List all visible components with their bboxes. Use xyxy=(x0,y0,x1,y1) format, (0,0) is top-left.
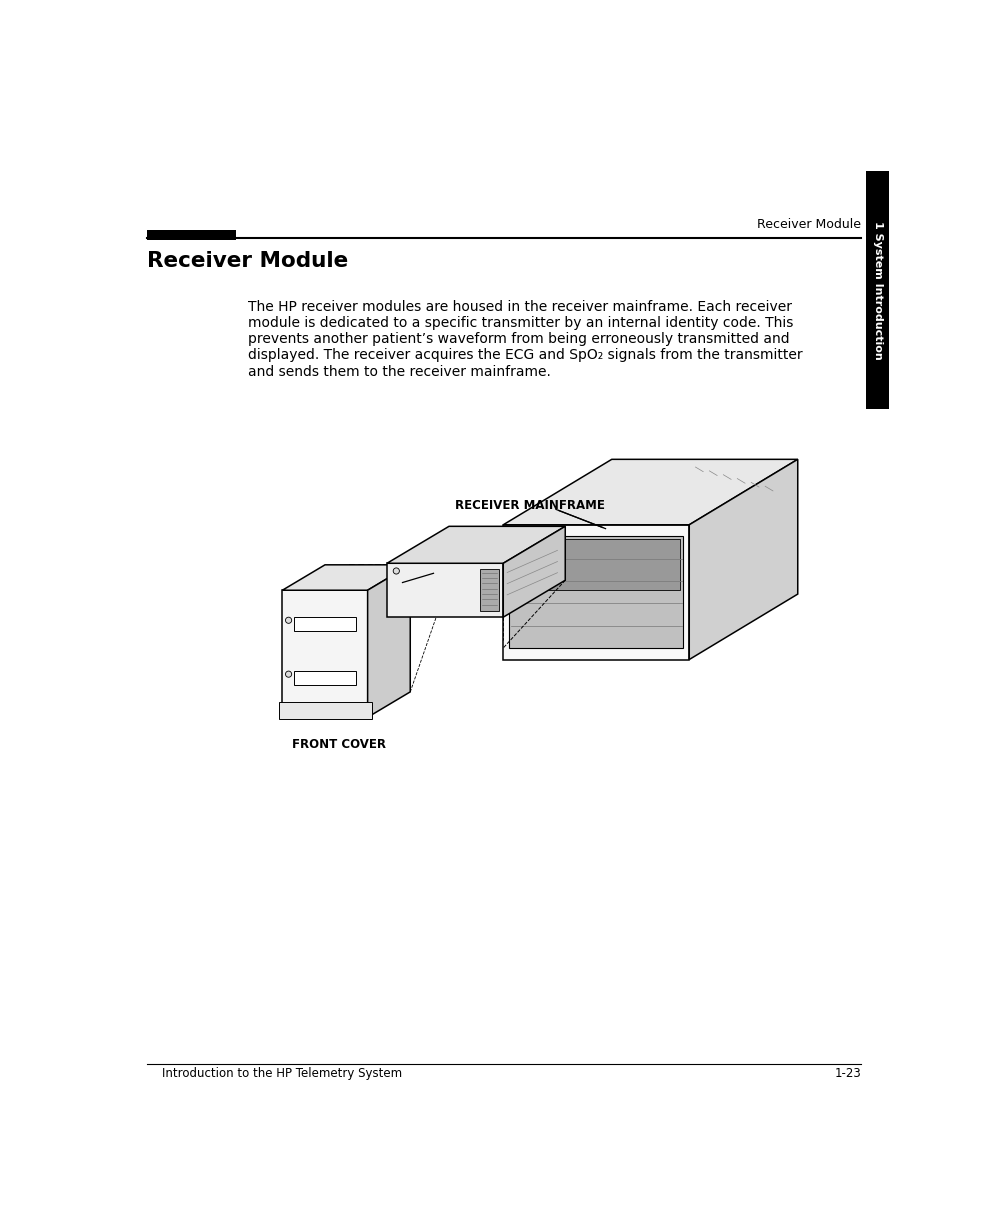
Polygon shape xyxy=(387,526,565,563)
Circle shape xyxy=(286,617,291,623)
Text: Introduction to the HP Telemetry System: Introduction to the HP Telemetry System xyxy=(162,1067,402,1079)
Bar xyxy=(480,569,499,611)
Bar xyxy=(279,702,371,719)
Polygon shape xyxy=(283,590,368,718)
Polygon shape xyxy=(690,460,797,660)
Polygon shape xyxy=(387,563,503,617)
Text: RECEIVER MODULE: RECEIVER MODULE xyxy=(348,563,473,576)
Text: module is dedicated to a specific transmitter by an internal identity code. This: module is dedicated to a specific transm… xyxy=(248,316,793,331)
Polygon shape xyxy=(368,565,410,718)
Text: displayed. The receiver acquires the ECG and SpO₂ signals from the transmitter: displayed. The receiver acquires the ECG… xyxy=(248,349,802,363)
Polygon shape xyxy=(503,460,797,525)
Bar xyxy=(865,171,889,409)
Polygon shape xyxy=(283,565,410,590)
Text: Receiver Module: Receiver Module xyxy=(147,252,348,272)
Circle shape xyxy=(393,568,399,574)
Bar xyxy=(513,540,680,590)
Text: 1 System Introduction: 1 System Introduction xyxy=(872,220,882,359)
Bar xyxy=(294,617,356,630)
Bar xyxy=(510,536,683,648)
Bar xyxy=(147,230,236,240)
Text: Receiver Module: Receiver Module xyxy=(757,218,862,231)
Text: The HP receiver modules are housed in the receiver mainframe. Each receiver: The HP receiver modules are housed in th… xyxy=(248,300,791,313)
Polygon shape xyxy=(503,525,690,660)
Circle shape xyxy=(286,671,291,677)
Text: FRONT COVER: FRONT COVER xyxy=(292,737,386,751)
Text: and sends them to the receiver mainframe.: and sends them to the receiver mainframe… xyxy=(248,365,550,379)
Bar xyxy=(294,671,356,685)
Text: prevents another patient’s waveform from being erroneously transmitted and: prevents another patient’s waveform from… xyxy=(248,332,789,347)
Text: 1-23: 1-23 xyxy=(835,1067,862,1079)
Text: RECEIVER MAINFRAME: RECEIVER MAINFRAME xyxy=(455,499,605,512)
Polygon shape xyxy=(503,526,565,617)
